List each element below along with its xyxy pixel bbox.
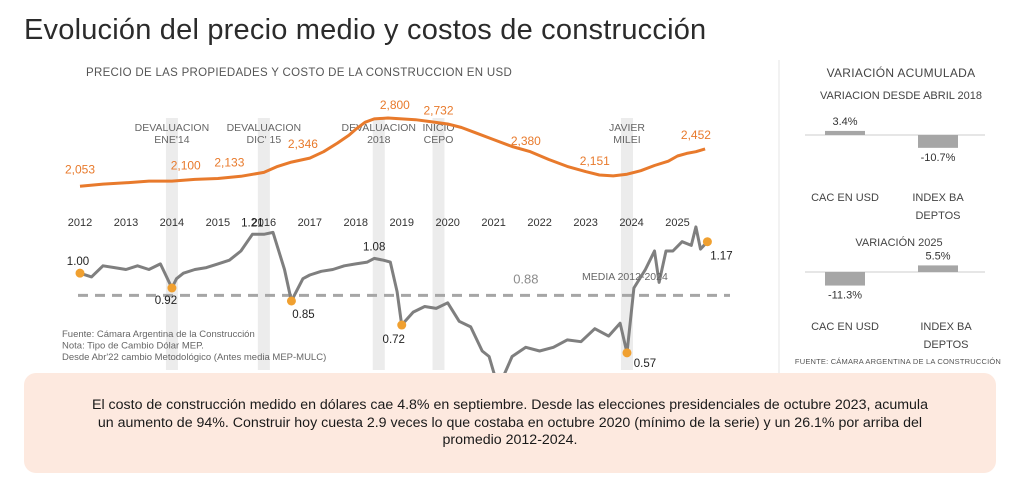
price-label-8: 2,452 [681,128,711,142]
bars1-cat-1: INDEX BA [912,192,964,204]
x-tick-2013: 2013 [114,217,138,229]
cost-label-5: 0.72 [383,334,405,346]
bars2-title: VARIACIÓN 2025 [855,236,942,249]
price-label-3: 2,346 [288,137,318,151]
event-label-line: 2018 [367,134,391,146]
right-source: FUENTE: CÁMARA ARGENTINA DE LA CONSTRUCC… [795,357,1001,366]
price-label-2: 2,133 [214,156,244,170]
bars1-value-0: 3.4% [832,116,857,128]
event-label-line: DEVALUACION [227,122,302,134]
x-tick-2016: 2016 [252,217,276,229]
bars1-subtitle: VARIACION DESDE ABRIL 2018 [820,90,982,102]
price-label-4: 2,800 [380,98,410,112]
x-tick-2018: 2018 [344,217,368,229]
cost-label-1: 0.92 [155,295,177,307]
cost-label-0: 1.00 [67,256,89,268]
accumulated-variation-chart: VARIACIÓN ACUMULADA VARIACION DESDE ABRIL… [795,65,1001,366]
cost-marker-1 [167,283,177,293]
cost-series-line [79,225,709,375]
summary-note-text: El costo de construcción medido en dólar… [92,397,928,448]
event-label-line: JAVIER [609,122,645,134]
cost-label-3: 0.85 [292,309,314,321]
x-tick-2014: 2014 [160,217,184,229]
bars2-cat-1: INDEX BA [920,321,972,333]
price-label-1: 2,100 [171,158,201,172]
bars2-bar-1 [918,265,958,272]
event-label-line: DEVALUACION [135,122,210,134]
price-and-cost-chart: PRECIO DE LAS PROPIEDADES Y COSTO DE LA … [62,60,780,375]
cost-marker-7 [622,348,632,358]
bars2-cat-0: CAC EN USD [811,321,879,333]
bars2-bar-0 [825,272,865,286]
price-label-7: 2,151 [580,154,610,168]
bars1-title: VARIACIÓN ACUMULADA [827,65,976,80]
x-tick-2012: 2012 [68,217,92,229]
event-label-line: ENE'14 [154,134,189,146]
event-band-2 [372,118,385,370]
source-line-0: Fuente: Cámara Argentina de la Construcc… [62,329,255,340]
price-series-line [79,116,706,188]
event-label-line: CEPO [424,134,454,146]
cost-label-4: 1.08 [363,241,385,253]
x-tick-2019: 2019 [390,217,414,229]
source-line-2: Desde Abr'22 cambio Metodológico (Antes … [62,352,326,363]
top-chart-title: PRECIO DE LAS PROPIEDADES Y COSTO DE LA … [86,67,512,79]
x-tick-2022: 2022 [527,217,551,229]
x-tick-2017: 2017 [298,217,322,229]
cost-label-9: 0.88 [513,271,538,286]
cost-label-7: 0.57 [634,358,656,370]
x-tick-2021: 2021 [481,217,505,229]
mean-label: MEDIA 2012-2024 [582,271,668,283]
bars1-cat-1b: DEPTOS [915,210,960,222]
bars2-cat-1b: DEPTOS [923,339,968,351]
price-label-5: 2,732 [424,104,454,118]
bars1-value-1: -10.7% [921,152,956,164]
bars2-value-0: -11.3% [828,290,862,302]
x-tick-2025: 2025 [665,217,689,229]
bars1-cat-0: CAC EN USD [811,192,879,204]
bars1-bar-1 [918,135,958,148]
price-label-6: 2,380 [511,134,541,148]
event-label-line: MILEI [613,134,640,146]
event-band-1 [257,118,270,370]
cost-label-8: 1.17 [710,251,732,263]
price-label-0: 2,053 [65,162,95,176]
x-tick-2020: 2020 [435,217,459,229]
page-title: Evolución del precio medio y costos de c… [24,14,707,46]
x-tick-2024: 2024 [619,217,643,229]
cost-marker-5 [397,320,407,330]
x-tick-2015: 2015 [206,217,230,229]
cost-marker-3 [286,296,296,306]
bars2-value-1: 5.5% [925,250,950,262]
event-label-line: DIC' 15 [247,134,282,146]
x-tick-2023: 2023 [573,217,597,229]
cost-label-2: 1.21 [241,217,263,229]
event-band-4 [620,118,633,370]
cost-marker-0 [75,268,85,278]
cost-marker-8 [702,237,712,247]
source-line-1: Nota: Tipo de Cambio Dólar MEP. [62,341,204,352]
bars1-bar-0 [825,130,865,135]
summary-note-box: El costo de construcción medido en dólar… [24,373,996,473]
